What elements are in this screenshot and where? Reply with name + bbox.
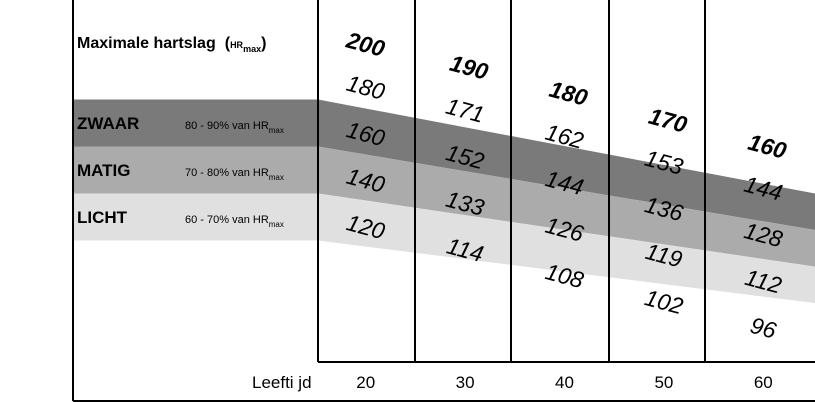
x-tick-30: 30 — [456, 373, 475, 392]
x-tick-50: 50 — [654, 373, 673, 392]
max-hr-value-30: 190 — [447, 50, 491, 85]
chart-title: Maximale hartslag (HRmax) — [77, 35, 266, 54]
zone-labels: ZWAAR 80 - 90% van HRmax MATIG 70 - 80% van… — [77, 114, 284, 229]
max-hr-value-60: 160 — [745, 129, 789, 164]
title-unit-base: HR — [230, 40, 243, 50]
zone-name-licht: LICHT — [77, 208, 128, 227]
zone-band-licht — [73, 193, 815, 304]
zone-bands — [73, 99, 815, 304]
title-unit-sub: max — [243, 44, 261, 54]
zone-boundary-value-50-3: 102 — [642, 284, 686, 319]
zone-range-licht: 60 - 70% van HRmax — [185, 214, 284, 229]
zone-band-matig — [73, 146, 815, 267]
zone-name-matig: MATIG — [77, 161, 131, 180]
max-hr-value-20: 200 — [343, 26, 388, 61]
max-hr-value-50: 170 — [646, 103, 690, 138]
title-unit-close: ) — [261, 35, 266, 52]
zone-band-zwaar — [73, 99, 815, 231]
zone-range-zwaar: 80 - 90% van HRmax — [185, 120, 284, 135]
x-axis-label: Leefti jd — [252, 373, 312, 392]
zone-boundary-value-30-0: 171 — [443, 93, 487, 128]
title-unit-open: ( — [225, 35, 231, 52]
x-tick-40: 40 — [555, 373, 574, 392]
title-text: Maximale hartslag — [77, 35, 216, 52]
zone-name-zwaar: ZWAAR — [77, 114, 139, 133]
x-ticks: Leefti jd 20 30 40 50 60 — [252, 373, 773, 392]
zone-boundary-value-60-3: 96 — [748, 312, 780, 344]
max-hr-value-40: 180 — [547, 76, 591, 111]
svg-text:Maximale hartslag (HRm: Maximale hartslag (HRmax) — [77, 35, 266, 54]
x-tick-20: 20 — [356, 373, 375, 392]
zone-range-matig: 70 - 80% van HRmax — [185, 167, 284, 182]
chart-frame — [72, 0, 815, 402]
x-tick-60: 60 — [754, 373, 773, 392]
zone-boundary-value-20-0: 180 — [344, 70, 388, 105]
